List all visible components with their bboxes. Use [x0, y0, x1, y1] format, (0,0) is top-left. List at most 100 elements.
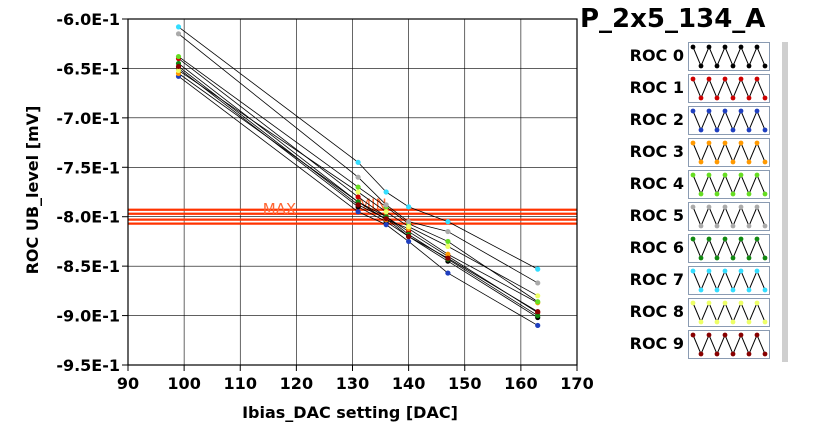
series-line [447, 258, 538, 316]
series-line [357, 204, 387, 220]
legend-swatch-marker [722, 268, 728, 274]
legend-swatch-marker [690, 236, 696, 242]
x-axis-label: Ibias_DAC setting [DAC] [242, 403, 458, 422]
data-point [406, 238, 412, 245]
legend-swatch-marker [762, 223, 768, 229]
x-tick-label: 90 [117, 374, 139, 393]
y-tick-label: -8.0E-1 [56, 208, 120, 227]
threshold-label: MIN [358, 196, 387, 214]
series-line [447, 231, 538, 284]
legend-swatch-marker [746, 351, 752, 357]
legend-swatch-marker [746, 319, 752, 325]
legend-swatch-marker [714, 287, 720, 293]
legend-label: ROC 3 [629, 142, 684, 161]
series-group [175, 67, 541, 299]
legend-swatch-marker [722, 44, 728, 50]
data-point [175, 24, 182, 30]
series-line [447, 272, 538, 326]
legend-swatch-marker [714, 351, 720, 357]
series-line [447, 221, 538, 270]
legend-swatch-marker [698, 287, 704, 293]
series-line [385, 224, 409, 242]
legend-swatch-marker [762, 351, 768, 357]
x-tick-label: 150 [448, 374, 481, 393]
series-line [385, 211, 409, 227]
legend-swatch-marker [762, 127, 768, 133]
x-tick-label: 120 [280, 374, 313, 393]
legend-swatch-marker [738, 268, 744, 274]
x-tick-label: 100 [167, 374, 200, 393]
y-tick-label: -6.0E-1 [56, 10, 120, 29]
legend-swatch-marker [754, 332, 760, 338]
legend-swatch [688, 202, 770, 231]
series-line [447, 255, 538, 313]
data-point [445, 270, 451, 276]
series-line [385, 204, 409, 222]
legend-item: ROC 3 [600, 138, 776, 167]
data-point [445, 238, 451, 245]
legend-swatch-marker [762, 63, 768, 69]
data-point [383, 222, 389, 228]
legend-swatch-marker [722, 172, 728, 178]
legend-swatch-marker [746, 159, 752, 165]
legend-swatch-marker [746, 287, 752, 293]
legend-swatch-marker [714, 63, 720, 69]
legend-swatch-marker [698, 127, 704, 133]
legend-swatch-marker [754, 268, 760, 274]
legend-swatch-line [692, 77, 766, 100]
data-point [406, 219, 412, 225]
series-line [357, 196, 387, 218]
legend-swatch-marker [690, 268, 696, 274]
legend-swatch-marker [698, 191, 704, 197]
series-group [175, 31, 541, 286]
series-line [408, 241, 449, 274]
threshold-label: MAX [263, 200, 296, 218]
series-line [178, 70, 359, 193]
legend-swatch-marker [714, 319, 720, 325]
series-line [385, 206, 409, 224]
legend-swatch-marker [714, 255, 720, 261]
legend-swatch [688, 42, 770, 71]
legend-swatch-line [692, 45, 766, 68]
legend-swatch-marker [738, 236, 744, 242]
data-point [406, 233, 412, 240]
legend-swatch-marker [738, 172, 744, 178]
series-line [357, 186, 387, 208]
legend-swatch-marker [706, 268, 712, 274]
legend-label: ROC 7 [629, 270, 684, 289]
legend-swatch-marker [746, 95, 752, 101]
series-group [175, 63, 541, 315]
series-line [408, 228, 449, 255]
y-tick-label: -7.0E-1 [56, 109, 120, 128]
series-line [408, 206, 449, 223]
legend-swatch-marker [746, 255, 752, 261]
series-line [357, 211, 387, 225]
legend-item: ROC 6 [600, 234, 776, 263]
legend-swatch-marker [722, 300, 728, 306]
series-line [357, 176, 387, 206]
legend-swatch-marker [690, 44, 696, 50]
legend-swatch-marker [706, 300, 712, 306]
legend-swatch-marker [690, 300, 696, 306]
legend-swatch-marker [730, 223, 736, 229]
legend-swatch-marker [754, 236, 760, 242]
legend-label: ROC 6 [629, 238, 684, 257]
legend-swatch-marker [754, 108, 760, 114]
legend-swatch-marker [714, 127, 720, 133]
data-point [535, 309, 541, 315]
legend-swatch-line [692, 141, 766, 164]
data-point [383, 209, 389, 215]
series-group [175, 24, 541, 272]
legend-swatch-marker [714, 223, 720, 229]
legend-swatch-marker [730, 191, 736, 197]
legend-swatch-marker [714, 159, 720, 165]
legend-swatch-line [692, 237, 766, 260]
series-line [447, 253, 538, 304]
series-line [178, 26, 359, 163]
legend-item: ROC 2 [600, 106, 776, 135]
y-tick-label: -9.0E-1 [56, 307, 120, 326]
legend-swatch-marker [738, 140, 744, 146]
chart-plot: MAX MIN 90 100 110 120 130 140 150 160 170 -6.0E-1… [23, 10, 594, 422]
legend-swatch [688, 330, 770, 359]
series-line [385, 191, 409, 208]
